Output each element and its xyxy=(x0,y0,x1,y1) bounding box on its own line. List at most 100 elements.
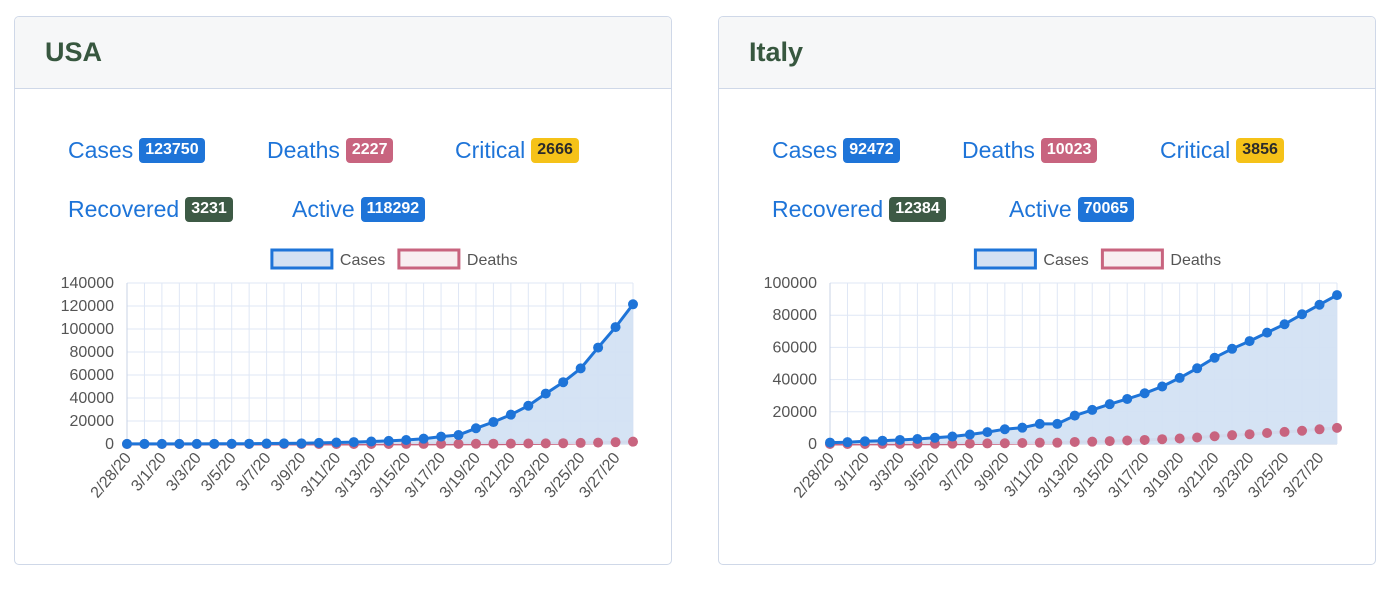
x-tick-label: 2/28/20 xyxy=(88,450,135,502)
stat-active: Active 118292 xyxy=(292,196,426,223)
deaths-point xyxy=(1087,436,1098,447)
stat-recovered: Recovered 3231 xyxy=(68,196,233,223)
stat-active: Active 70065 xyxy=(1009,196,1135,223)
cases-point xyxy=(366,436,377,447)
deaths-point xyxy=(1192,432,1203,443)
stat-label: Recovered xyxy=(68,196,180,222)
cases-point xyxy=(296,438,307,449)
cases-point xyxy=(593,342,604,353)
deaths-point xyxy=(947,438,958,449)
deaths-point xyxy=(470,438,481,449)
cases-point xyxy=(401,434,412,445)
y-tick-label: 140000 xyxy=(61,275,114,292)
cases-point xyxy=(383,435,394,446)
legend-label: Cases xyxy=(340,252,385,269)
y-tick-label: 60000 xyxy=(773,339,818,356)
cases-deaths-chart: 0 20000 40000 60000 80000 100000 2/28/203/1/20… xyxy=(764,248,1342,502)
stat-label: Critical xyxy=(1160,137,1231,163)
deaths-point xyxy=(575,437,586,448)
deaths-point xyxy=(540,438,551,449)
active-badge: 118292 xyxy=(360,197,426,222)
deaths-point xyxy=(436,438,447,449)
cases-point xyxy=(929,432,940,443)
deaths-badge: 2227 xyxy=(345,138,394,163)
legend-swatch-cases xyxy=(973,248,1037,270)
deaths-point xyxy=(593,437,604,448)
cases-deaths-chart: 0 20000 40000 60000 80000 100000 120000 140000 2… xyxy=(61,248,638,502)
cases-badge: 123750 xyxy=(139,138,205,163)
deaths-point xyxy=(628,436,638,447)
cases-point xyxy=(894,434,905,445)
card-header: USA xyxy=(15,17,671,89)
cases-point xyxy=(964,429,975,440)
card-title: USA xyxy=(45,37,103,67)
cases-point xyxy=(1244,336,1255,347)
legend-swatch-deaths xyxy=(1100,248,1164,270)
cases-point xyxy=(1297,309,1308,320)
y-tick-label: 80000 xyxy=(70,344,115,361)
cases-point xyxy=(453,430,464,441)
cases-point xyxy=(1332,290,1342,301)
cases-point xyxy=(628,299,638,310)
deaths-point xyxy=(999,438,1010,449)
cases-point xyxy=(877,435,888,446)
cases-point xyxy=(1139,388,1150,399)
deaths-point xyxy=(523,438,534,449)
critical-badge: 2666 xyxy=(531,138,579,163)
cases-point xyxy=(859,436,870,447)
cases-point xyxy=(436,431,447,442)
legend-swatch-deaths xyxy=(397,248,461,270)
x-tick-label: 3/5/20 xyxy=(198,450,240,495)
cases-point xyxy=(842,437,853,448)
cases-point xyxy=(1104,399,1115,410)
stat-label: Cases xyxy=(68,137,134,163)
stat-cases: Cases 123750 xyxy=(68,137,205,164)
stat-label: Recovered xyxy=(772,196,884,222)
deaths-point xyxy=(1279,426,1290,437)
x-tick-label: 3/5/20 xyxy=(901,450,943,495)
deaths-point xyxy=(1262,428,1273,439)
cases-point xyxy=(470,423,481,434)
cases-point xyxy=(575,363,586,374)
cases-point xyxy=(174,438,185,449)
cases-point xyxy=(1017,422,1028,433)
deaths-point xyxy=(1209,431,1220,442)
cases-point xyxy=(1157,381,1168,392)
legend-swatch-cases xyxy=(270,248,334,270)
stat-recovered: Recovered 12384 xyxy=(772,196,946,223)
cases-point xyxy=(1262,327,1273,338)
y-tick-label: 40000 xyxy=(773,372,818,389)
deaths-point xyxy=(1314,424,1325,435)
cases-point xyxy=(1209,352,1220,363)
cases-point xyxy=(261,438,272,449)
stat-label: Critical xyxy=(455,137,526,163)
cases-point xyxy=(1122,393,1133,404)
deaths-point xyxy=(1069,436,1080,447)
y-tick-label: 0 xyxy=(105,436,114,453)
stat-deaths: Deaths 2227 xyxy=(267,137,394,164)
deaths-point xyxy=(610,437,621,448)
deaths-point xyxy=(1157,434,1168,445)
y-tick-label: 80000 xyxy=(773,307,818,324)
grid xyxy=(829,282,1338,445)
deaths-point xyxy=(1104,436,1115,447)
deaths-point xyxy=(1052,437,1063,448)
stat-critical: Critical 2666 xyxy=(455,137,579,164)
stat-label: Deaths xyxy=(962,137,1035,163)
cases-point xyxy=(540,388,551,399)
legend-label: Cases xyxy=(1043,252,1088,269)
x-tick-label: 2/28/20 xyxy=(791,450,838,502)
cases-point xyxy=(1279,319,1290,330)
x-tick-label: 3/7/20 xyxy=(233,450,275,495)
cases-point xyxy=(488,417,499,428)
cases-badge: 92472 xyxy=(843,138,900,163)
cases-point xyxy=(1174,372,1185,383)
card-header: Italy xyxy=(719,17,1375,89)
stat-cases: Cases 92472 xyxy=(772,137,900,164)
deaths-point xyxy=(1122,435,1133,446)
cases-point xyxy=(279,438,290,449)
card-title: Italy xyxy=(749,37,804,67)
y-tick-label: 20000 xyxy=(70,413,115,430)
y-tick-label: 40000 xyxy=(70,390,115,407)
deaths-point xyxy=(505,438,516,449)
